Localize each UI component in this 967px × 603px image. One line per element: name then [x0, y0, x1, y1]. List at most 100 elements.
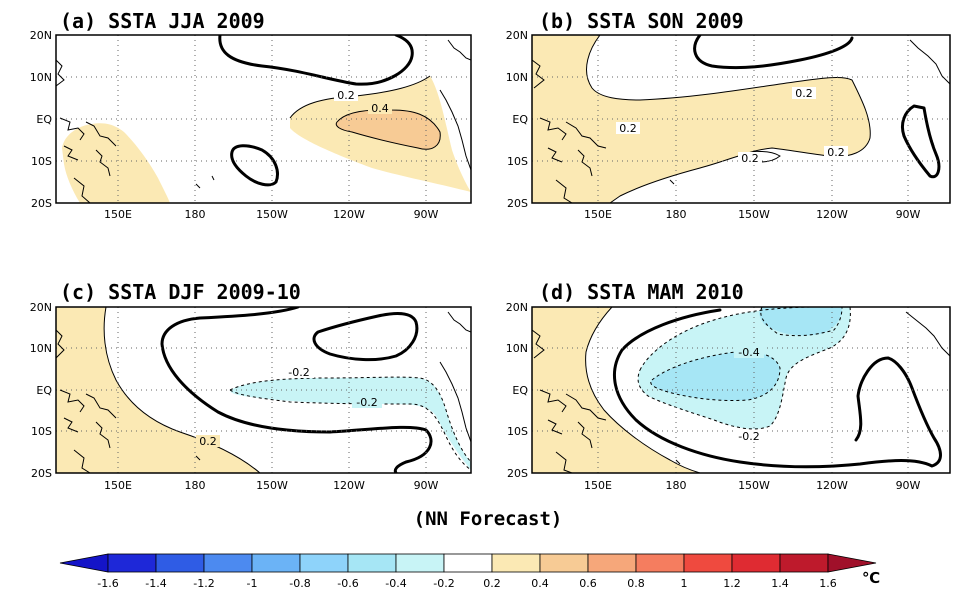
panel-b-contour-label: 0.2 [795, 87, 813, 100]
colorbar-tick-label: -0.6 [337, 577, 358, 590]
panel-a-contour-label: 0.4 [371, 102, 389, 115]
axis-labels: 20N 10N EQ 10S 20S 150E 180 150W 120W 90… [30, 29, 921, 492]
panel-c-zero-contour-main [160, 307, 433, 473]
colorbar-low-arrow [59, 553, 109, 573]
panel-c-frame [55, 306, 472, 474]
forecast-label: (NN Forecast) [414, 508, 563, 530]
colorbar-swatch [155, 553, 205, 573]
lon-tick-label: 120W [816, 208, 848, 221]
colorbar-tick-label: -0.8 [289, 577, 310, 590]
panel-a-frame [55, 34, 472, 204]
lon-tick-label: 90W [896, 479, 921, 492]
lon-tick-label: 150E [584, 208, 612, 221]
lon-tick-label: 180 [185, 479, 206, 492]
panel-d-cool-core-north [759, 307, 842, 336]
lat-tick-label: 10S [507, 155, 528, 168]
colorbar: -1.6 -1.4 -1.2 -1 -0.8 -0.6 -0.4 -0.2 0.2 0.4 0.6 0… [59, 553, 880, 590]
colorbar-tick-label: -1.2 [193, 577, 214, 590]
panel-b-contour-label: 0.2 [619, 122, 637, 135]
panel-a-warm-core [336, 109, 441, 150]
lon-tick-label: 150W [256, 208, 288, 221]
panel-b: (b) SSTA SON 2009 [531, 9, 951, 204]
panel-c-zero-contour-northeast [312, 312, 419, 362]
panel-d-frame [531, 306, 951, 474]
lat-tick-label: EQ [36, 384, 52, 397]
colorbar-tick-label: -1.6 [97, 577, 118, 590]
colorbar-tick-label: 1.6 [819, 577, 837, 590]
colorbar-swatch [491, 553, 541, 573]
panel-c-coastlines [56, 311, 471, 473]
colorbar-unit: ℃ [862, 569, 880, 587]
lon-tick-label: 150W [256, 479, 288, 492]
lat-tick-label: 10S [31, 425, 52, 438]
panel-c-contour-label: -0.2 [288, 366, 309, 379]
colorbar-tick-label: 0.6 [579, 577, 597, 590]
colorbar-tick-label: 1.4 [771, 577, 789, 590]
panel-a: (a) SSTA JJA 2009 [55, 9, 472, 204]
panel-d-zero-contour-main [613, 308, 942, 469]
panel-d-coastlines [532, 311, 950, 473]
lat-tick-label: 20S [507, 197, 528, 210]
lat-tick-label: 20N [30, 301, 52, 314]
lat-tick-label: 20N [506, 301, 528, 314]
lon-tick-label: 90W [896, 208, 921, 221]
lat-tick-label: 20N [506, 29, 528, 42]
lon-tick-label: 120W [816, 479, 848, 492]
colorbar-tick-label: -0.4 [385, 577, 406, 590]
colorbar-swatch [203, 553, 253, 573]
colorbar-swatch [251, 553, 301, 573]
lat-tick-label: 20N [30, 29, 52, 42]
colorbar-swatch [587, 553, 637, 573]
lat-tick-label: 20S [507, 467, 528, 480]
panel-b-frame [531, 34, 951, 204]
panel-d-cool-core [650, 351, 780, 401]
colorbar-tick-label: 0.4 [531, 577, 549, 590]
lon-tick-label: 180 [185, 208, 206, 221]
colorbar-swatch [779, 553, 829, 573]
panel-a-warm-anomaly-west [62, 123, 170, 203]
panel-b-warm-anomaly [532, 35, 871, 203]
colorbar-tick-label: 0.2 [483, 577, 501, 590]
panel-b-coastlines [532, 39, 950, 203]
panel-d-warm-anomaly-west [532, 307, 700, 473]
colorbar-tick-label: -1 [247, 577, 258, 590]
colorbar-tick-label: 1 [681, 577, 688, 590]
lat-tick-label: EQ [36, 113, 52, 126]
lon-tick-label: 120W [333, 208, 365, 221]
lon-tick-label: 150E [104, 479, 132, 492]
lon-tick-label: 150E [584, 479, 612, 492]
colorbar-swatch [539, 553, 589, 573]
panel-d: (d) SSTA MAM 2010 [531, 280, 951, 474]
lon-tick-label: 150W [738, 208, 770, 221]
colorbar-swatch [731, 553, 781, 573]
colorbar-swatch [347, 553, 397, 573]
panel-d-contour-label: -0.2 [738, 430, 759, 443]
panel-a-contour-label: 0.2 [337, 89, 355, 102]
lat-tick-label: EQ [512, 384, 528, 397]
colorbar-swatch [443, 553, 493, 573]
panel-a-title: (a) SSTA JJA 2009 [60, 9, 265, 33]
panel-c-cool-anomaly [230, 377, 471, 470]
panel-b-zero-contour-north [693, 35, 854, 70]
lon-tick-label: 150E [104, 208, 132, 221]
lon-tick-label: 180 [666, 479, 687, 492]
panel-d-title: (d) SSTA MAM 2010 [539, 280, 744, 304]
panel-c: (c) SSTA DJF 2009-10 [55, 280, 472, 474]
colorbar-swatch [635, 553, 685, 573]
lon-tick-label: 120W [333, 479, 365, 492]
panel-a-coastlines [56, 39, 471, 203]
colorbar-tick-label: 0.8 [627, 577, 645, 590]
colorbar-swatch [395, 553, 445, 573]
colorbar-tick-label: 1.2 [723, 577, 741, 590]
lat-tick-label: 10N [506, 71, 528, 84]
lon-tick-label: 90W [414, 208, 439, 221]
lat-tick-label: 10N [506, 342, 528, 355]
panel-d-contour-label: -0.4 [738, 346, 759, 359]
lat-tick-label: 10S [31, 155, 52, 168]
colorbar-high-arrow [827, 553, 877, 573]
lat-tick-label: 10S [507, 425, 528, 438]
lat-tick-label: 10N [30, 71, 52, 84]
panel-c-title: (c) SSTA DJF 2009-10 [60, 280, 301, 304]
lat-tick-label: 20S [31, 197, 52, 210]
lon-tick-label: 90W [414, 479, 439, 492]
